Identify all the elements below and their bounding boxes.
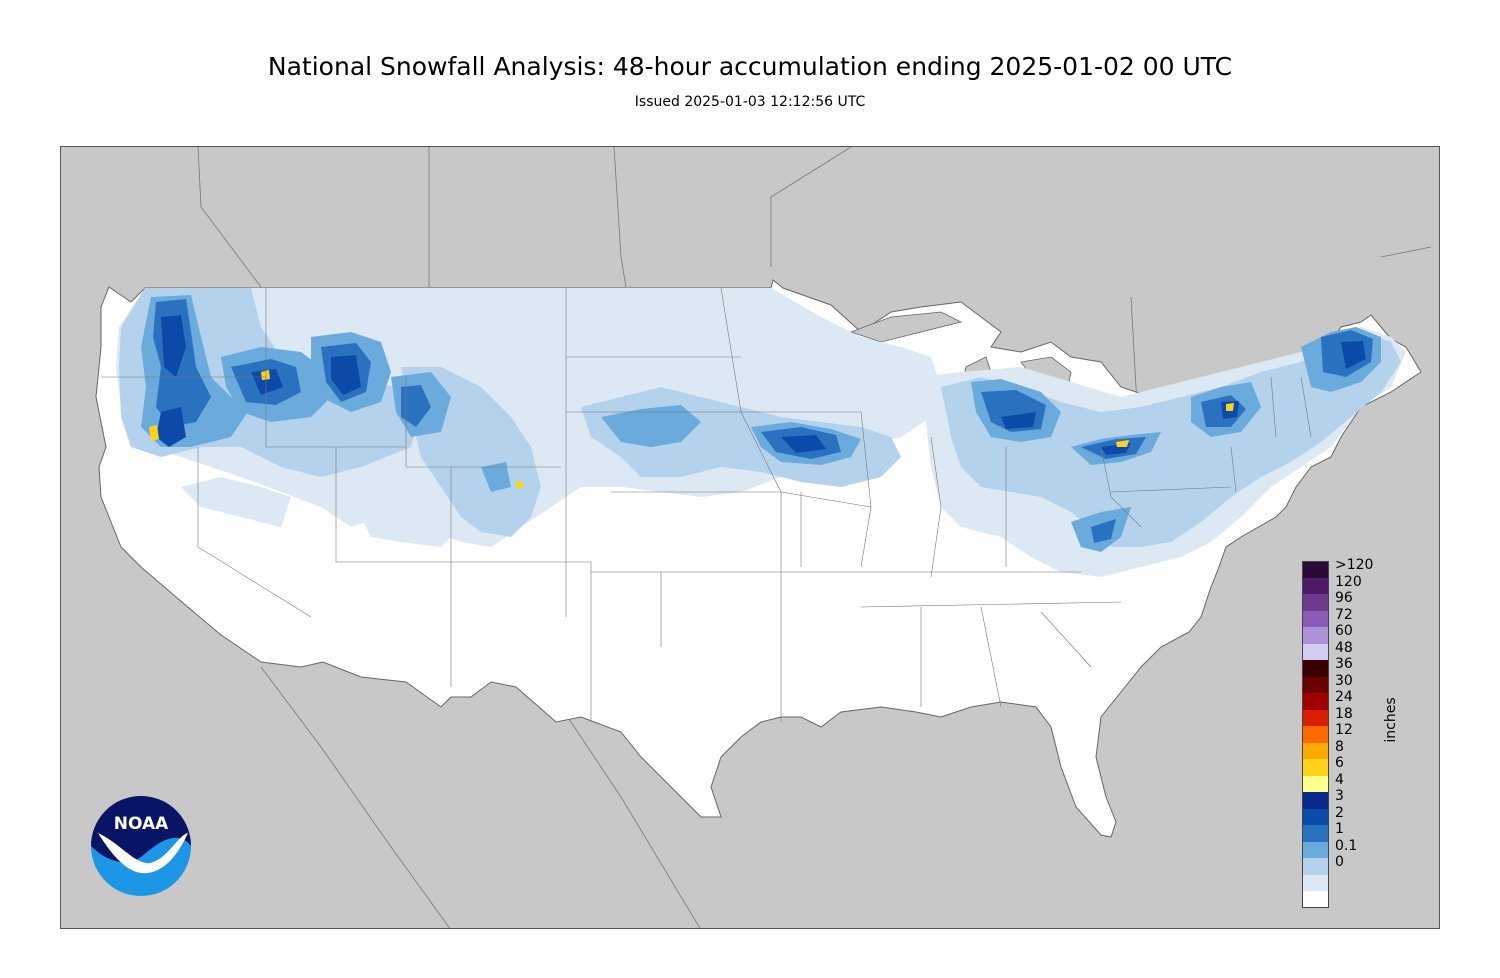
legend-label: 72 bbox=[1335, 606, 1353, 623]
legend-swatch bbox=[1302, 825, 1329, 842]
legend-label: 1 bbox=[1335, 821, 1344, 837]
legend-swatch bbox=[1302, 742, 1329, 759]
legend-label: 6 bbox=[1335, 755, 1344, 771]
legend-swatch bbox=[1302, 660, 1329, 677]
legend-label: 2 bbox=[1335, 804, 1344, 821]
legend-label: 18 bbox=[1335, 705, 1353, 722]
legend-swatch bbox=[1302, 759, 1329, 776]
legend-label: 0 bbox=[1335, 854, 1344, 870]
legend-label: 0.1 bbox=[1335, 837, 1358, 854]
noaa-logo: NOAA bbox=[91, 796, 191, 896]
gull-shape bbox=[98, 833, 188, 874]
legend-label: 3 bbox=[1335, 788, 1344, 804]
legend-swatch bbox=[1302, 709, 1329, 726]
legend-swatch bbox=[1302, 792, 1329, 809]
legend-swatch bbox=[1302, 775, 1329, 792]
legend-label: 12 bbox=[1335, 722, 1353, 738]
snowfall-map[interactable] bbox=[60, 146, 1440, 929]
color-legend: >120 120 96 72 60 48 36 30 24 18 12 8 6 4 3 2 1 0.1 0 bbox=[1302, 557, 1392, 908]
legend-swatch bbox=[1302, 874, 1329, 891]
legend-label: 60 bbox=[1335, 623, 1353, 639]
legend-swatch bbox=[1302, 858, 1329, 875]
map-canvas bbox=[61, 147, 1439, 928]
legend-label: 120 bbox=[1335, 573, 1362, 590]
legend-label: 48 bbox=[1335, 639, 1353, 656]
legend-label: >120 bbox=[1335, 557, 1374, 573]
legend-label: 36 bbox=[1335, 656, 1353, 672]
legend-swatch bbox=[1302, 561, 1329, 578]
legend-swatch bbox=[1302, 808, 1329, 825]
snow-shading bbox=[116, 288, 1406, 577]
outside-boundaries bbox=[197, 147, 1432, 928]
legend-swatch bbox=[1302, 610, 1329, 627]
legend-swatch bbox=[1302, 891, 1329, 908]
legend-label: 24 bbox=[1335, 689, 1353, 705]
issued-timestamp: Issued 2025-01-03 12:12:56 UTC bbox=[634, 94, 866, 110]
legend-swatch bbox=[1302, 594, 1329, 611]
legend-swatch bbox=[1302, 627, 1329, 644]
legend-label: 8 bbox=[1335, 738, 1344, 755]
legend-swatch bbox=[1302, 693, 1329, 710]
legend-swatch bbox=[1302, 577, 1329, 594]
legend-swatch bbox=[1302, 841, 1329, 858]
logo-text: NOAA bbox=[114, 814, 169, 834]
legend-swatch bbox=[1302, 676, 1329, 693]
legend-swatch bbox=[1302, 726, 1329, 743]
legend-units: inches bbox=[1383, 697, 1399, 743]
legend-label: 96 bbox=[1335, 590, 1353, 606]
map-title: National Snowfall Analysis: 48-hour accu… bbox=[267, 52, 1233, 81]
state-boundaries bbox=[101, 287, 1312, 722]
legend-label: 30 bbox=[1335, 672, 1353, 689]
legend-label: 4 bbox=[1335, 771, 1344, 788]
legend-swatch bbox=[1302, 643, 1329, 660]
